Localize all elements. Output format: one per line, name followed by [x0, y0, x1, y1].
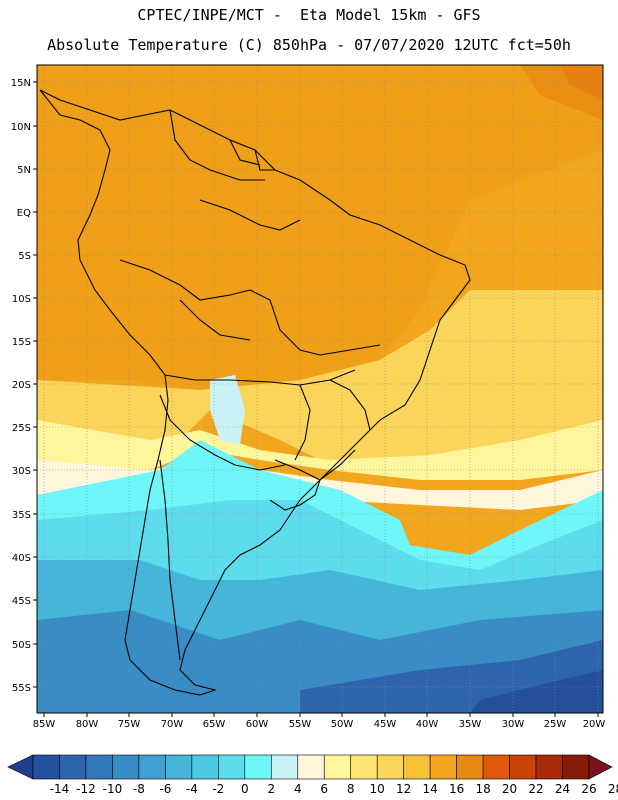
colorbar-label: 0 — [241, 782, 249, 796]
colorbar-label: 20 — [502, 782, 517, 796]
map-frame — [36, 64, 604, 714]
lat-label: 15S — [12, 337, 31, 348]
colorbar-label: -12 — [76, 782, 96, 796]
colorbar-label: -10 — [103, 782, 123, 796]
colorbar-swatch — [429, 754, 457, 780]
lon-label: 60W — [246, 719, 269, 730]
map-subtitle: Absolute Temperature (C) 850hPa - 07/07/… — [47, 36, 571, 54]
colorbar-label: 26 — [581, 782, 596, 796]
colorbar-label: 28 — [608, 782, 618, 796]
colorbar-labels: -14 -12 -10 -8 -6 -4 -2 0 2 4 6 8 10 12 14 16 18 20 22 24 26… — [50, 782, 618, 796]
colorbar-swatch — [403, 754, 431, 780]
lon-label: 25W — [544, 719, 567, 730]
colorbar-swatch — [244, 754, 272, 780]
colorbar-swatch — [165, 754, 193, 780]
lon-label: 65W — [203, 719, 226, 730]
colorbar-label: 8 — [347, 782, 355, 796]
temperature-field — [37, 65, 603, 713]
colorbar-label: 24 — [555, 782, 570, 796]
colorbar-label: 2 — [267, 782, 275, 796]
colorbar-swatches — [7, 754, 613, 780]
latitude-labels: 15N 10N 5N EQ 5S 10S 15S 20S 25S 30S 35S… — [11, 78, 31, 694]
lat-label: 55S — [12, 683, 31, 694]
lon-label: 45W — [374, 719, 397, 730]
colorbar-label: -4 — [186, 782, 198, 796]
lon-label: 85W — [33, 719, 56, 730]
lat-label: 35S — [12, 510, 31, 521]
colorbar-swatch — [323, 754, 352, 780]
country-borders — [39, 89, 471, 696]
lon-label: 50W — [331, 719, 354, 730]
colorbar-arrow-high — [588, 754, 613, 780]
lon-label: 70W — [161, 719, 184, 730]
colorbar-arrow-low — [7, 754, 34, 780]
colorbar-swatch — [59, 754, 87, 780]
colorbar-label: 6 — [320, 782, 328, 796]
lon-label: 40W — [416, 719, 439, 730]
colorbar-label: 14 — [423, 782, 438, 796]
colorbar-swatch — [456, 754, 484, 780]
colorbar-label: 22 — [528, 782, 543, 796]
colorbar-label: 12 — [396, 782, 411, 796]
colorbar-swatch — [218, 754, 246, 780]
lat-label: 15N — [11, 78, 31, 89]
temperature-map: 15N 10N 5N EQ 5S 10S 15S 20S 25S 30S 35S… — [11, 64, 606, 730]
colorbar-swatch — [509, 754, 537, 780]
longitude-labels: 85W 80W 75W 70W 65W 60W 55W 50W 45W 40W … — [33, 719, 606, 730]
lat-label: 50S — [12, 640, 31, 651]
colorbar-swatch — [191, 754, 219, 780]
lon-label: 20W — [583, 719, 606, 730]
lat-label: 10N — [11, 122, 31, 133]
graticule — [37, 65, 603, 713]
colorbar-swatch — [535, 754, 563, 780]
colorbar-swatch — [482, 754, 510, 780]
colorbar-label: 16 — [449, 782, 464, 796]
axis-ticks — [33, 81, 599, 717]
lat-label: 40S — [12, 553, 31, 564]
colorbar-swatch — [112, 754, 140, 780]
colorbar-label: 10 — [370, 782, 385, 796]
colorbar-label: -8 — [133, 782, 145, 796]
lon-label: 35W — [459, 719, 482, 730]
colorbar-swatch — [350, 754, 378, 780]
colorbar-label: -14 — [50, 782, 70, 796]
lon-label: 55W — [289, 719, 312, 730]
colorbar-swatch — [270, 754, 299, 780]
lat-label: 5S — [18, 251, 31, 262]
colorbar-swatch — [32, 754, 60, 780]
colorbar-swatch — [138, 754, 166, 780]
lon-label: 75W — [118, 719, 141, 730]
lat-label: 20S — [12, 380, 31, 391]
lon-label: 30W — [502, 719, 525, 730]
lat-label: 5N — [17, 165, 31, 176]
lat-label: 25S — [12, 423, 31, 434]
colorbar-swatch — [85, 754, 113, 780]
colorbar-swatch — [297, 754, 325, 780]
colorbar: -14 -12 -10 -8 -6 -4 -2 0 2 4 6 8 10 12 14 16 18 20 22 24 26… — [7, 754, 618, 796]
colorbar-swatch — [562, 754, 590, 780]
colorbar-label: 18 — [475, 782, 490, 796]
colorbar-label: -2 — [212, 782, 224, 796]
map-title: CPTEC/INPE/MCT - Eta Model 15km - GFS — [137, 6, 481, 24]
colorbar-label: -6 — [159, 782, 171, 796]
lat-label: 45S — [12, 596, 31, 607]
lat-label: 30S — [12, 466, 31, 477]
colorbar-swatch — [376, 754, 404, 780]
lon-label: 80W — [76, 719, 99, 730]
colorbar-label: 4 — [294, 782, 302, 796]
lat-label: EQ — [17, 208, 31, 219]
lat-label: 10S — [12, 294, 31, 305]
